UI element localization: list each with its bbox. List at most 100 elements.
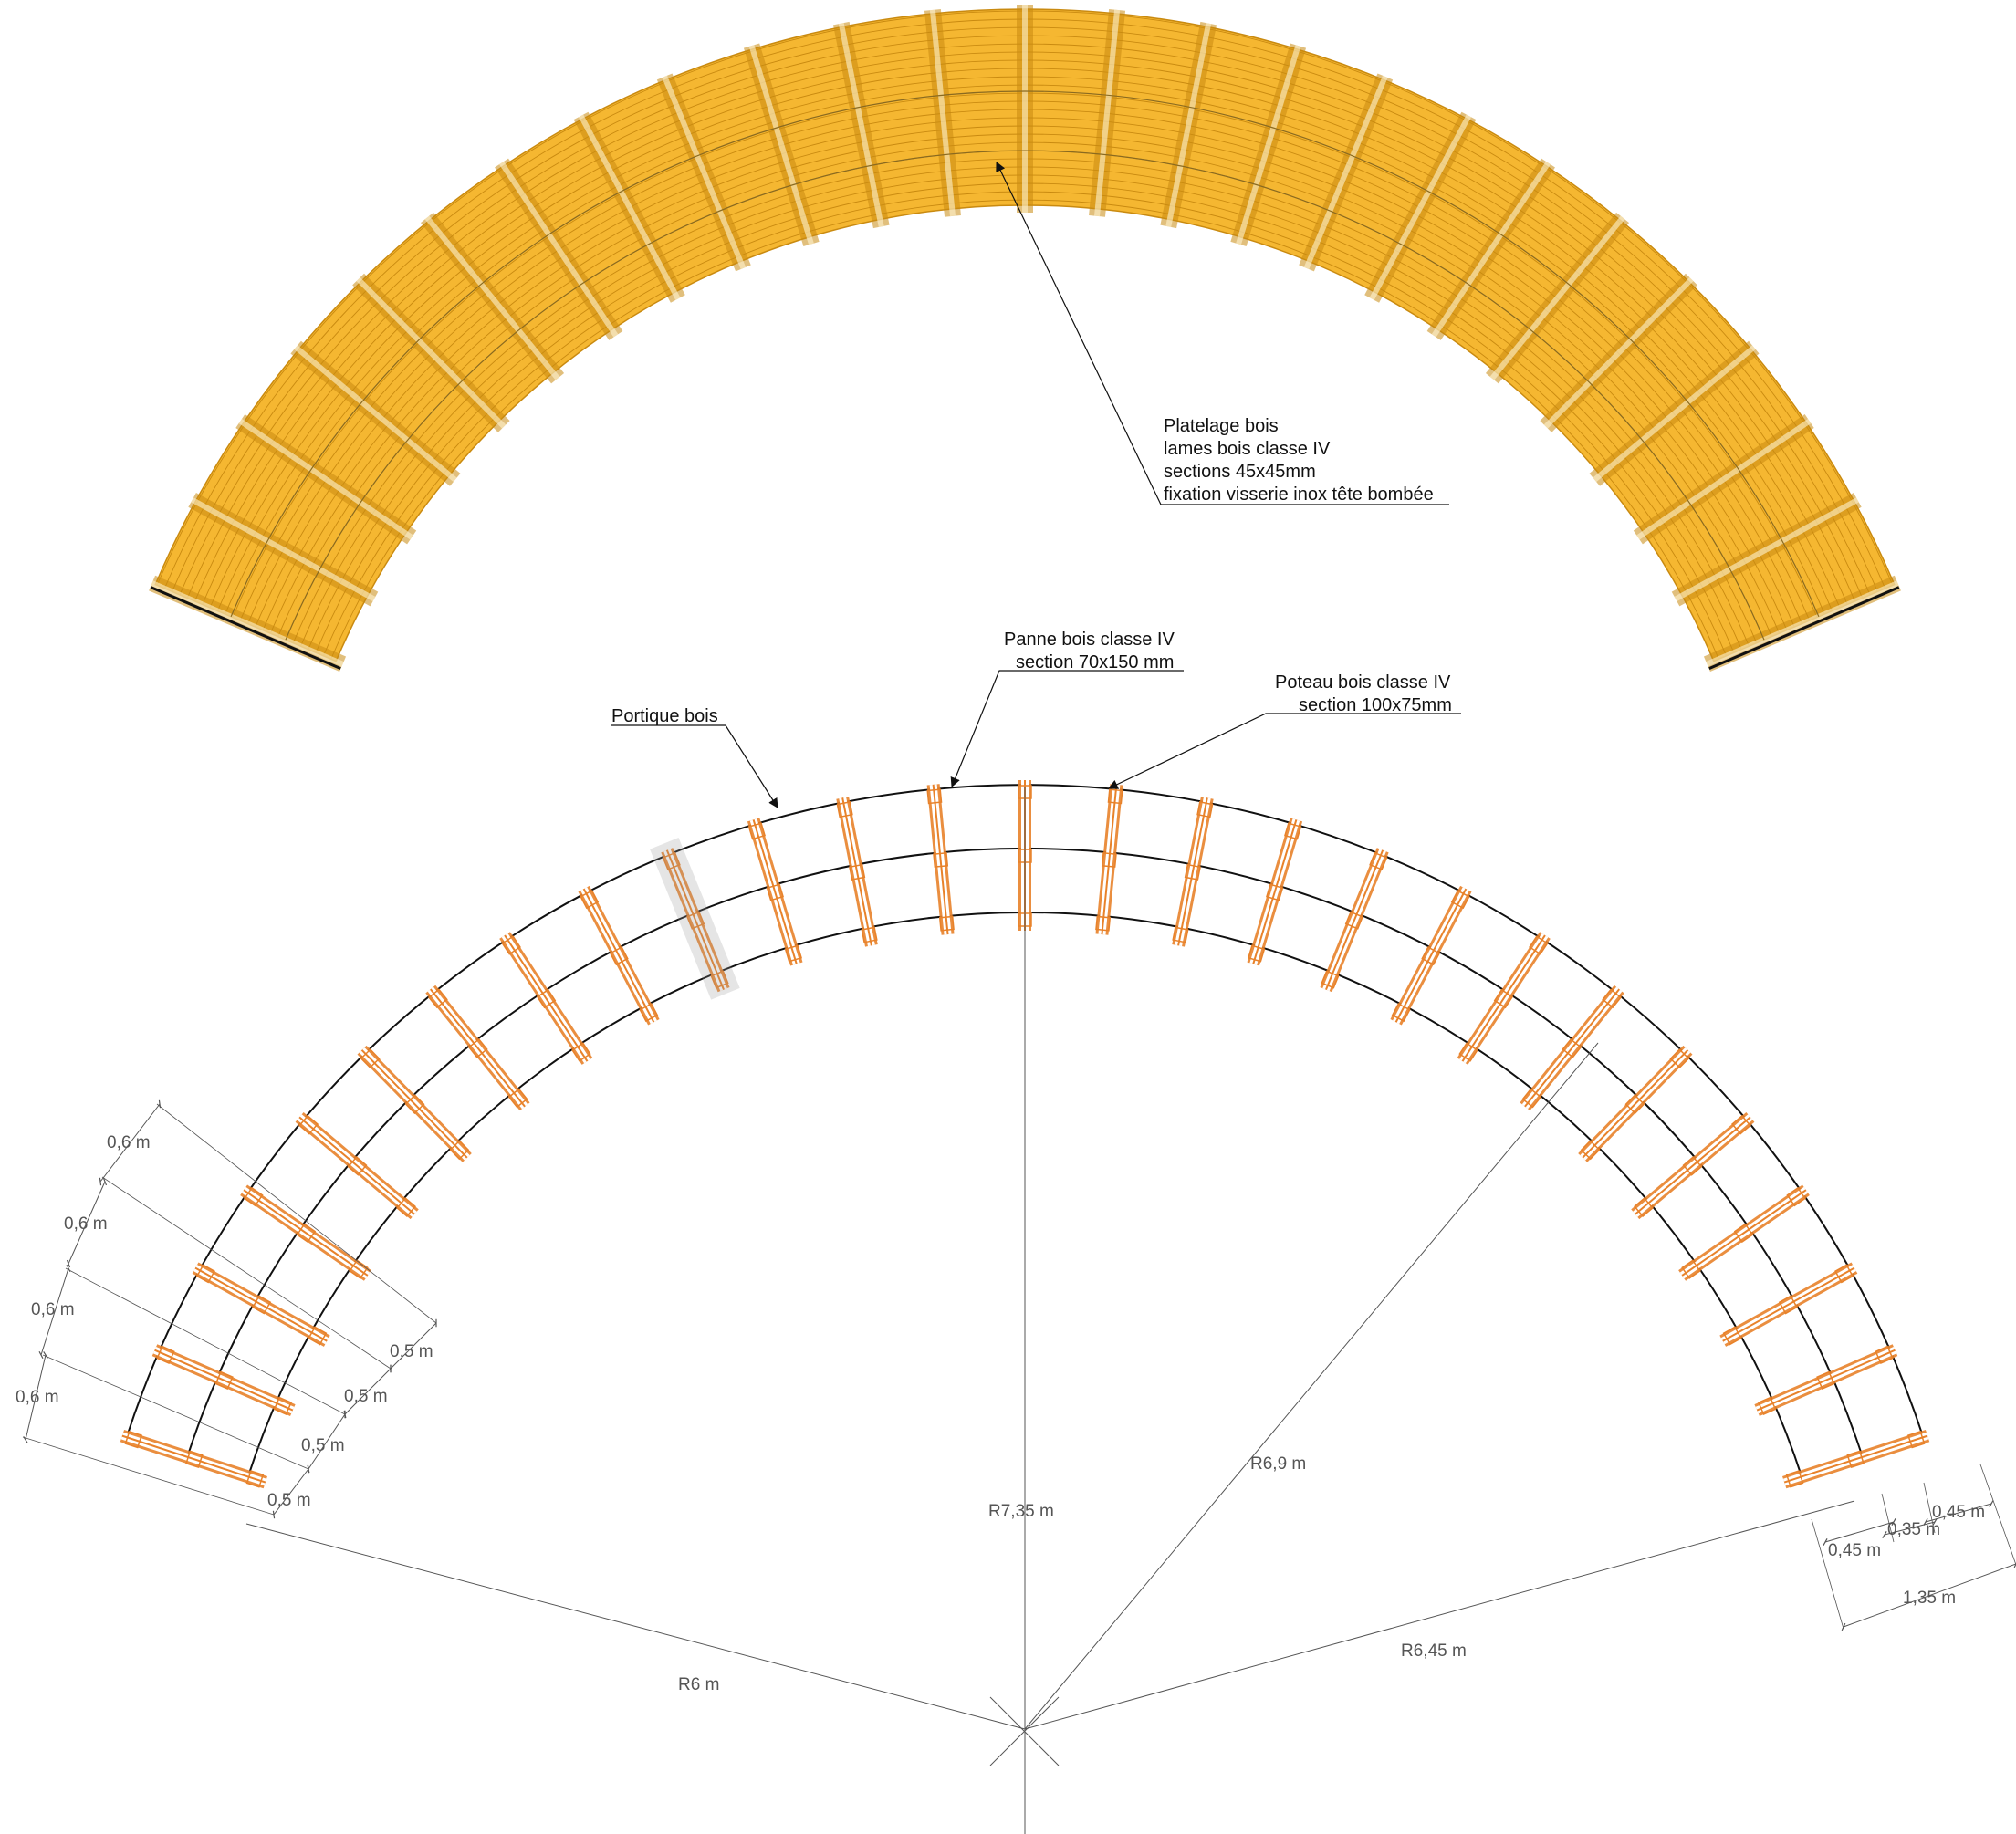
deck-joist-core: [191, 497, 376, 602]
portique-beam-axis: [665, 849, 725, 990]
poteau-post: [1172, 926, 1189, 943]
platelage-leader: [996, 162, 1449, 505]
portique-beam-axis: [504, 934, 589, 1062]
poteau-post: [308, 1326, 328, 1346]
radius-line-r69: [1024, 1042, 1599, 1730]
portique-beam-axis: [1524, 988, 1621, 1108]
poteau-post: [1450, 890, 1470, 910]
deck-joist-core: [1369, 114, 1472, 300]
poteau-post: [861, 926, 878, 943]
poteau-post: [836, 801, 853, 818]
deck-joist-core: [929, 9, 956, 217]
portique-beam-axis: [154, 1349, 294, 1412]
dimension-lines: R7,35 m R6,9 m R6,45 m R6 m 0,6 m 0,6 m …: [16, 787, 2016, 1834]
portique-leader: [611, 724, 778, 808]
label-radius-inner: R6 m: [678, 1675, 719, 1694]
poteau-post: [349, 1259, 369, 1279]
label-0-45-left: 0,45 m: [1828, 1541, 1881, 1560]
deck-end-right: [1708, 586, 1900, 670]
dim-0-5-line-d: [272, 1464, 310, 1519]
poteau-post: [580, 890, 600, 910]
poteau-post: [1321, 970, 1340, 989]
portique-beam-axis: [1394, 888, 1468, 1023]
portique-beam-axis: [429, 988, 526, 1108]
portique-beam-axis: [932, 784, 949, 935]
poteau-post: [245, 1470, 265, 1488]
poteau-post: [1681, 1259, 1701, 1279]
portique-beam-axis: [1177, 797, 1208, 946]
poteau-post: [938, 915, 955, 932]
poteau-post: [1733, 1223, 1754, 1244]
poteau-post: [1846, 1450, 1865, 1469]
portique-beam-axis: [1635, 1116, 1751, 1215]
label-poteau-1: Poteau bois classe IV: [1275, 672, 1451, 693]
deck-joist-core: [294, 345, 457, 483]
poteau-post: [1731, 1114, 1751, 1135]
poteau-post: [1816, 1370, 1835, 1391]
portique-beam-axis: [752, 819, 798, 964]
label-radius-r69: R6,9 m: [1250, 1454, 1306, 1474]
poteau-post: [1906, 1430, 1926, 1449]
panne-leader: [950, 670, 1184, 787]
dim-0-45-right-line: [1923, 1500, 1994, 1526]
poteau-post: [1196, 801, 1214, 818]
deck-joist-core: [424, 215, 560, 380]
portique-beam-axis: [194, 1266, 328, 1342]
label-panne-2: section 70x150 mm: [1016, 652, 1174, 672]
dim-0-5-line-c: [307, 1410, 347, 1474]
poteau-post: [1875, 1345, 1894, 1365]
label-platelage-1: Platelage bois: [1164, 416, 1279, 436]
poteau-post: [1391, 1003, 1411, 1023]
label-radius-r645: R6,45 m: [1401, 1641, 1467, 1661]
poteau-leader: [1108, 713, 1461, 789]
deck-joist-core: [1165, 23, 1212, 227]
poteau-post: [507, 1088, 528, 1109]
poteau-post: [347, 1155, 368, 1176]
poteau-post: [1184, 863, 1201, 881]
poteau-post: [1602, 988, 1622, 1009]
dim-0-6-line-a: [99, 1099, 162, 1186]
deck-joist-core: [151, 580, 344, 667]
poteau-post: [1562, 1037, 1583, 1058]
dim-0-6-line-b: [66, 1177, 108, 1268]
poteau-post: [1634, 1197, 1654, 1217]
portique-beam-axis: [1325, 849, 1384, 990]
poteau-post: [1757, 1396, 1777, 1415]
poteau-post: [933, 852, 949, 868]
dim-0-5-line-b: [344, 1364, 392, 1419]
poteau-post: [1624, 1094, 1645, 1115]
deck-joist-core: [662, 75, 747, 270]
poteau-post: [428, 988, 448, 1009]
label-platelage-2: lames bois classe IV: [1164, 439, 1331, 459]
poteau-post: [747, 822, 766, 840]
label-0-5-b: 0,5 m: [344, 1387, 388, 1406]
deck-joist-core: [1431, 161, 1551, 338]
poteau-post: [1247, 944, 1266, 963]
portique-beam-axis: [841, 797, 872, 946]
portique-beam-axis: [1461, 934, 1546, 1062]
poteau-post: [124, 1430, 143, 1449]
deck-joist-core: [1636, 419, 1812, 540]
dim-0-45-left-line: [1823, 1517, 1896, 1547]
poteau-post: [214, 1370, 234, 1391]
portique-beam-axis: [121, 1434, 266, 1484]
poteau-post: [360, 1048, 381, 1069]
poteau-post: [1778, 1295, 1798, 1315]
poteau-post: [195, 1264, 215, 1284]
poteau-post: [1344, 911, 1363, 930]
poteau-post: [396, 1197, 416, 1217]
poteau-post: [185, 1450, 204, 1469]
portique-beam-axis: [1101, 784, 1118, 935]
poteau-post: [501, 935, 521, 955]
label-0-6-d: 0,6 m: [16, 1388, 59, 1407]
poteau-post: [156, 1345, 175, 1365]
poteau-post: [784, 944, 803, 963]
poteau-post: [1421, 946, 1441, 966]
label-platelage-3: sections 45x45mm: [1164, 462, 1316, 482]
deck-support-line: [285, 150, 1765, 641]
deck-band: [154, 8, 1896, 662]
poteau-post: [1369, 851, 1388, 870]
deck-joist-core: [1303, 75, 1388, 270]
deck-joist-core: [1236, 45, 1301, 245]
